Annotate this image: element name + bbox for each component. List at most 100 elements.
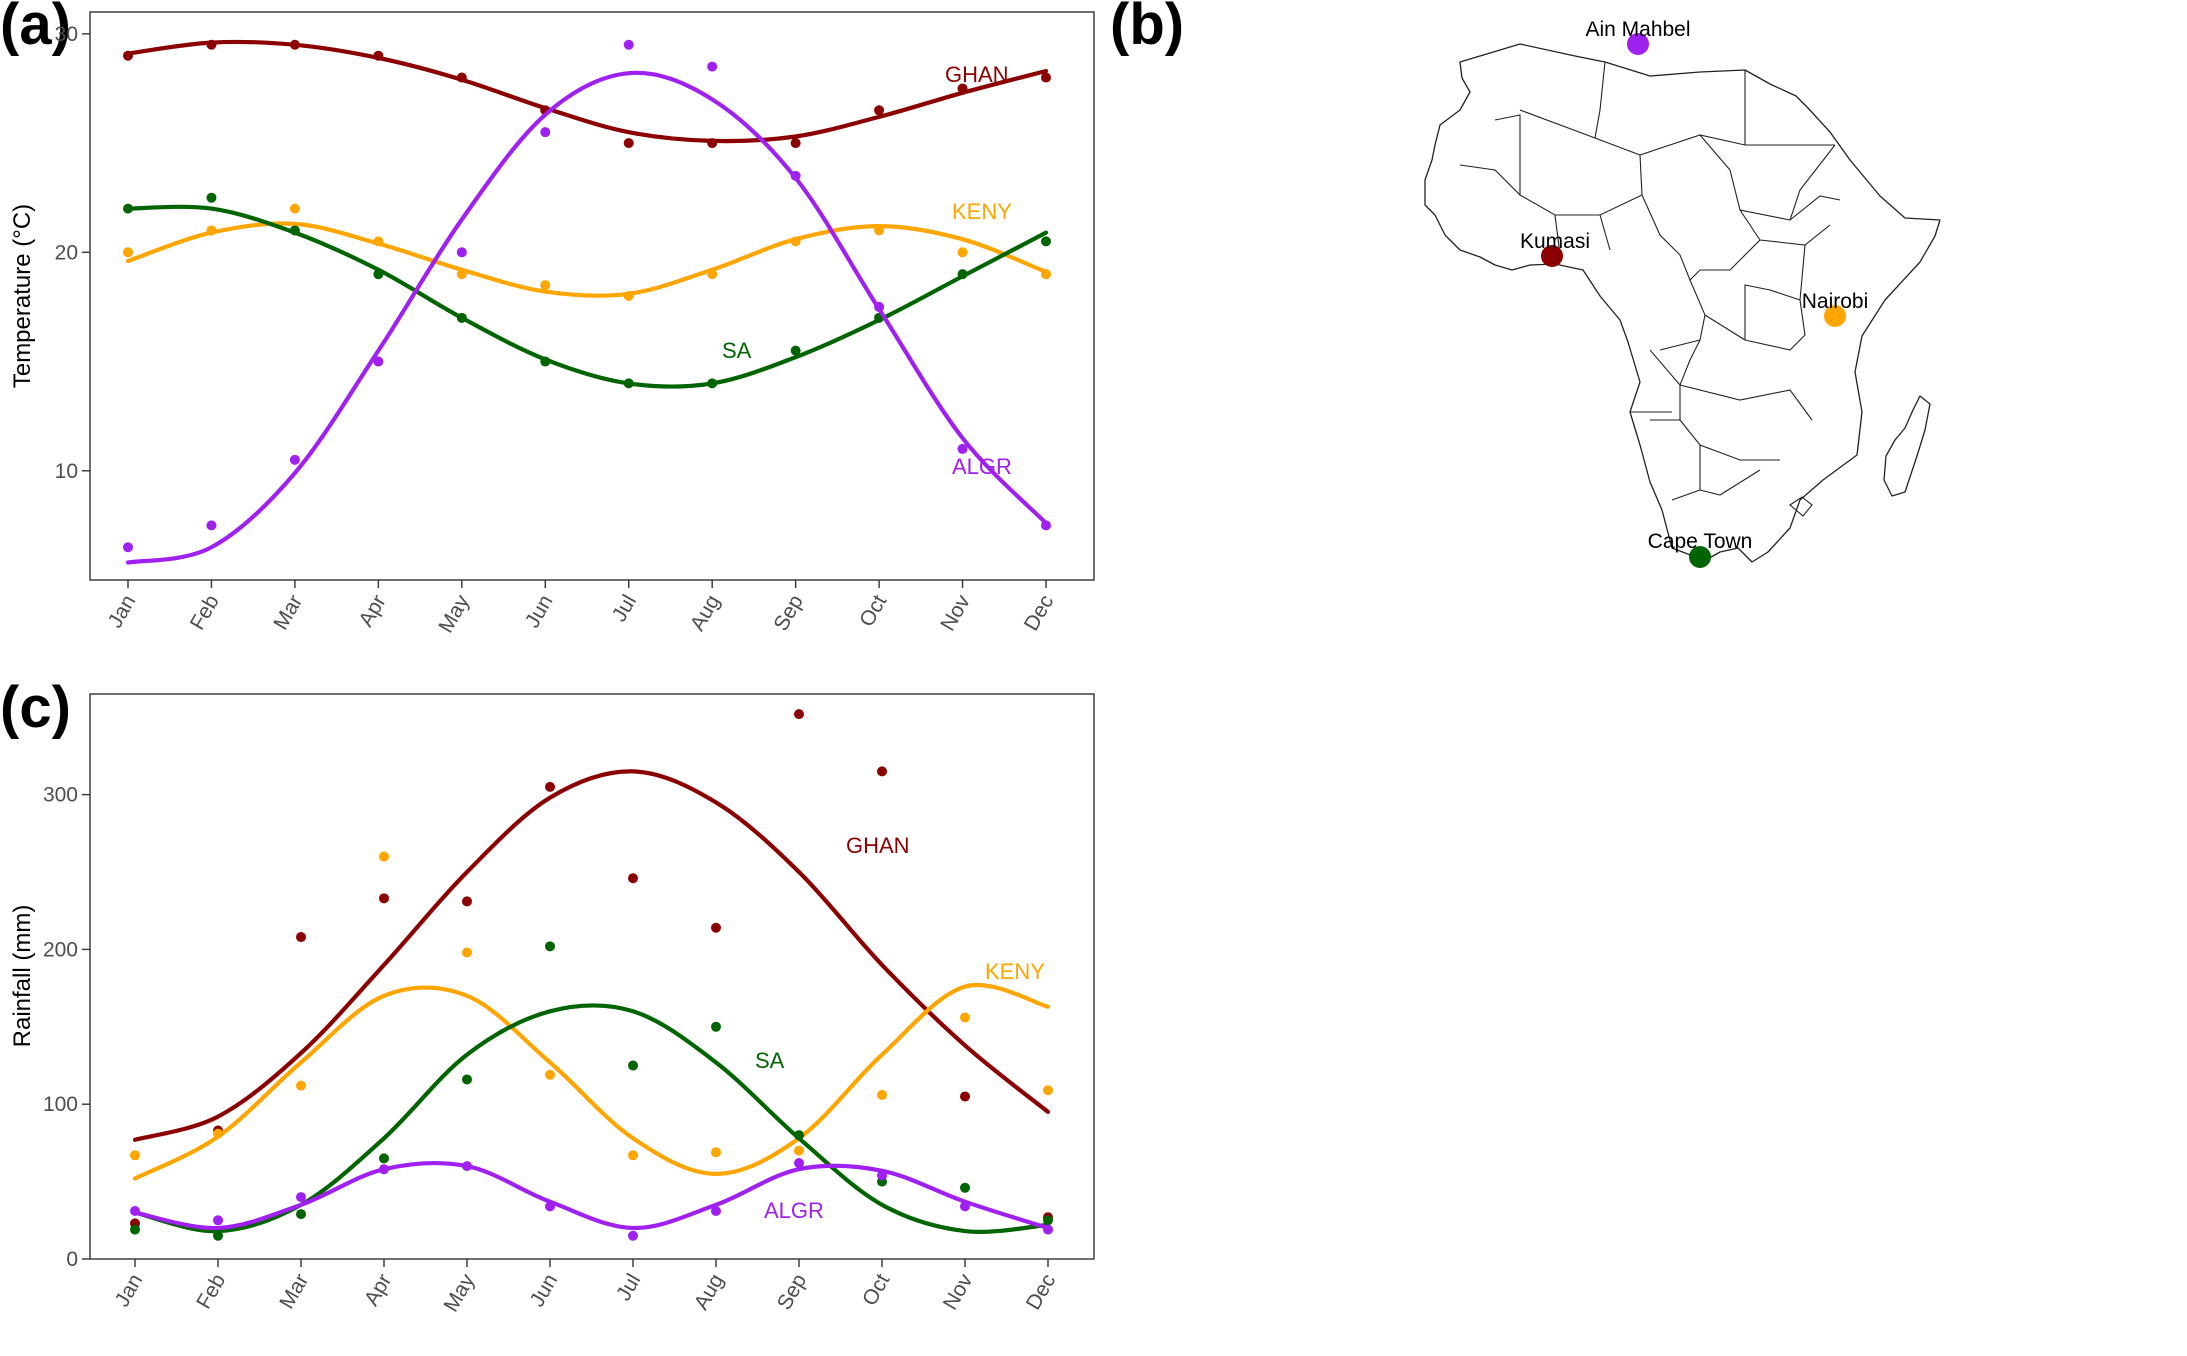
a-x-tick-label: Jul (608, 591, 641, 626)
city-label-nairobi: Nairobi (1802, 290, 1869, 313)
a-algr-series-label: ALGR (952, 454, 1012, 479)
c-keny-trend-line (132, 983, 1051, 1181)
a-sa-point (957, 269, 968, 280)
c-algr-trend-line (132, 1160, 1051, 1231)
c-y-tick-label: 0 (66, 1248, 78, 1271)
a-keny-point (623, 291, 634, 301)
c-sa-point (1043, 1215, 1053, 1226)
a-x-tick-label: Nov (936, 591, 975, 635)
c-ghan-point (711, 922, 721, 933)
a-x-tick-label: Jan (103, 591, 140, 632)
city-marker-cape-town (1689, 546, 1711, 568)
a-sa-point (1041, 236, 1051, 247)
a-algr-point (707, 61, 718, 72)
c-ghan-point (877, 766, 887, 777)
c-x-tick-label: Jan (110, 1270, 147, 1311)
a-algr-point (206, 520, 217, 531)
a-algr-point (1041, 520, 1051, 531)
a-algr-point (540, 127, 551, 138)
c-ghan-point (545, 781, 555, 792)
a-y-tick-label: 10 (55, 460, 78, 483)
c-algr-point (1043, 1224, 1053, 1235)
c-y-tick-label: 200 (43, 938, 78, 961)
c-keny-point (379, 851, 389, 862)
a-x-tick-label: Dec (1020, 591, 1059, 635)
country-borders (1459, 61, 1841, 501)
a-keny-point (707, 269, 718, 280)
a-ghan-point (957, 83, 968, 94)
lesotho-border (1789, 496, 1813, 517)
a-algr-point (623, 39, 634, 50)
c-ghan-point (462, 896, 472, 907)
a-x-tick-label: Aug (686, 591, 725, 635)
a-x-tick-label: Apr (354, 591, 390, 631)
c-ghan-point (794, 709, 804, 720)
c-sa-point (379, 1153, 389, 1164)
rainfall-plot-frame (89, 693, 1095, 1260)
a-algr-point (123, 542, 133, 553)
c-sa-point (711, 1021, 721, 1032)
a-ghan-point (206, 39, 217, 50)
a-sa-point (373, 269, 384, 280)
c-ghan-point (379, 893, 389, 904)
panel-label-c: (c) (0, 675, 71, 740)
a-keny-point (540, 280, 551, 291)
c-algr-point (130, 1206, 140, 1217)
a-keny-point (790, 236, 801, 247)
a-keny-trend-line (125, 221, 1049, 298)
madagascar-outline (1883, 395, 1931, 497)
a-algr-trend-line (125, 70, 1049, 565)
a-x-tick-label: Feb (186, 591, 224, 634)
c-keny-point (545, 1069, 555, 1080)
a-sa-trend-line (125, 204, 1049, 389)
a-keny-point (289, 203, 300, 214)
a-y-tick-label: 30 (55, 23, 78, 46)
a-sa-point (790, 345, 801, 356)
a-ghan-point (1041, 72, 1051, 83)
a-ghan-point (707, 138, 718, 149)
a-algr-point (373, 356, 384, 367)
c-algr-point (462, 1161, 472, 1172)
a-algr-point (874, 301, 885, 312)
city-marker-nairobi (1824, 305, 1846, 327)
c-keny-point (213, 1128, 223, 1139)
c-algr-point (296, 1192, 306, 1203)
a-sa-point (289, 225, 300, 236)
c-algr-point (794, 1158, 804, 1169)
c-ghan-series-label: GHAN (846, 833, 910, 858)
a-sa-point (623, 378, 634, 389)
a-algr-point (289, 454, 300, 465)
a-x-tick-label: Oct (855, 591, 891, 631)
c-ghan-trend-line (132, 769, 1051, 1142)
a-algr-point (456, 247, 467, 258)
a-keny-point (874, 225, 885, 236)
a-ghan-point (874, 105, 885, 116)
c-keny-point (462, 947, 472, 958)
a-sa-point (540, 356, 551, 367)
rainfall-chart: Rainfall (mm) 0 100 200 300 Jan Feb Mar Apr May J… (9, 693, 1095, 1316)
a-sa-point (206, 192, 217, 203)
a-keny-series-label: KENY (952, 199, 1012, 224)
a-algr-point (957, 443, 968, 454)
a-algr-point (790, 170, 801, 181)
c-x-tick-label: Jun (525, 1270, 562, 1311)
c-y-tick-label: 100 (43, 1093, 78, 1116)
c-algr-point (960, 1201, 970, 1212)
a-sa-point (123, 203, 133, 214)
temperature-chart: Temperature (°C) 10 20 30 Jan Feb Mar Apr May Ju… (9, 11, 1095, 637)
a-x-tick-label: Sep (769, 591, 808, 635)
a-keny-point (957, 247, 968, 258)
a-ghan-point (456, 72, 467, 83)
panel-label-b: (b) (1110, 0, 1184, 57)
c-ghan-point (628, 873, 638, 884)
a-ghan-trend-line (125, 39, 1049, 144)
a-sa-series-label: SA (722, 338, 752, 363)
city-marker-kumasi (1541, 245, 1563, 267)
c-algr-series-label: ALGR (764, 1198, 824, 1223)
c-x-tick-label: Oct (858, 1270, 894, 1310)
a-ghan-series-label: GHAN (945, 62, 1009, 87)
c-sa-point (296, 1209, 306, 1220)
a-x-tick-label: Mar (269, 591, 307, 634)
a-x-tick-label: Jun (521, 591, 558, 632)
